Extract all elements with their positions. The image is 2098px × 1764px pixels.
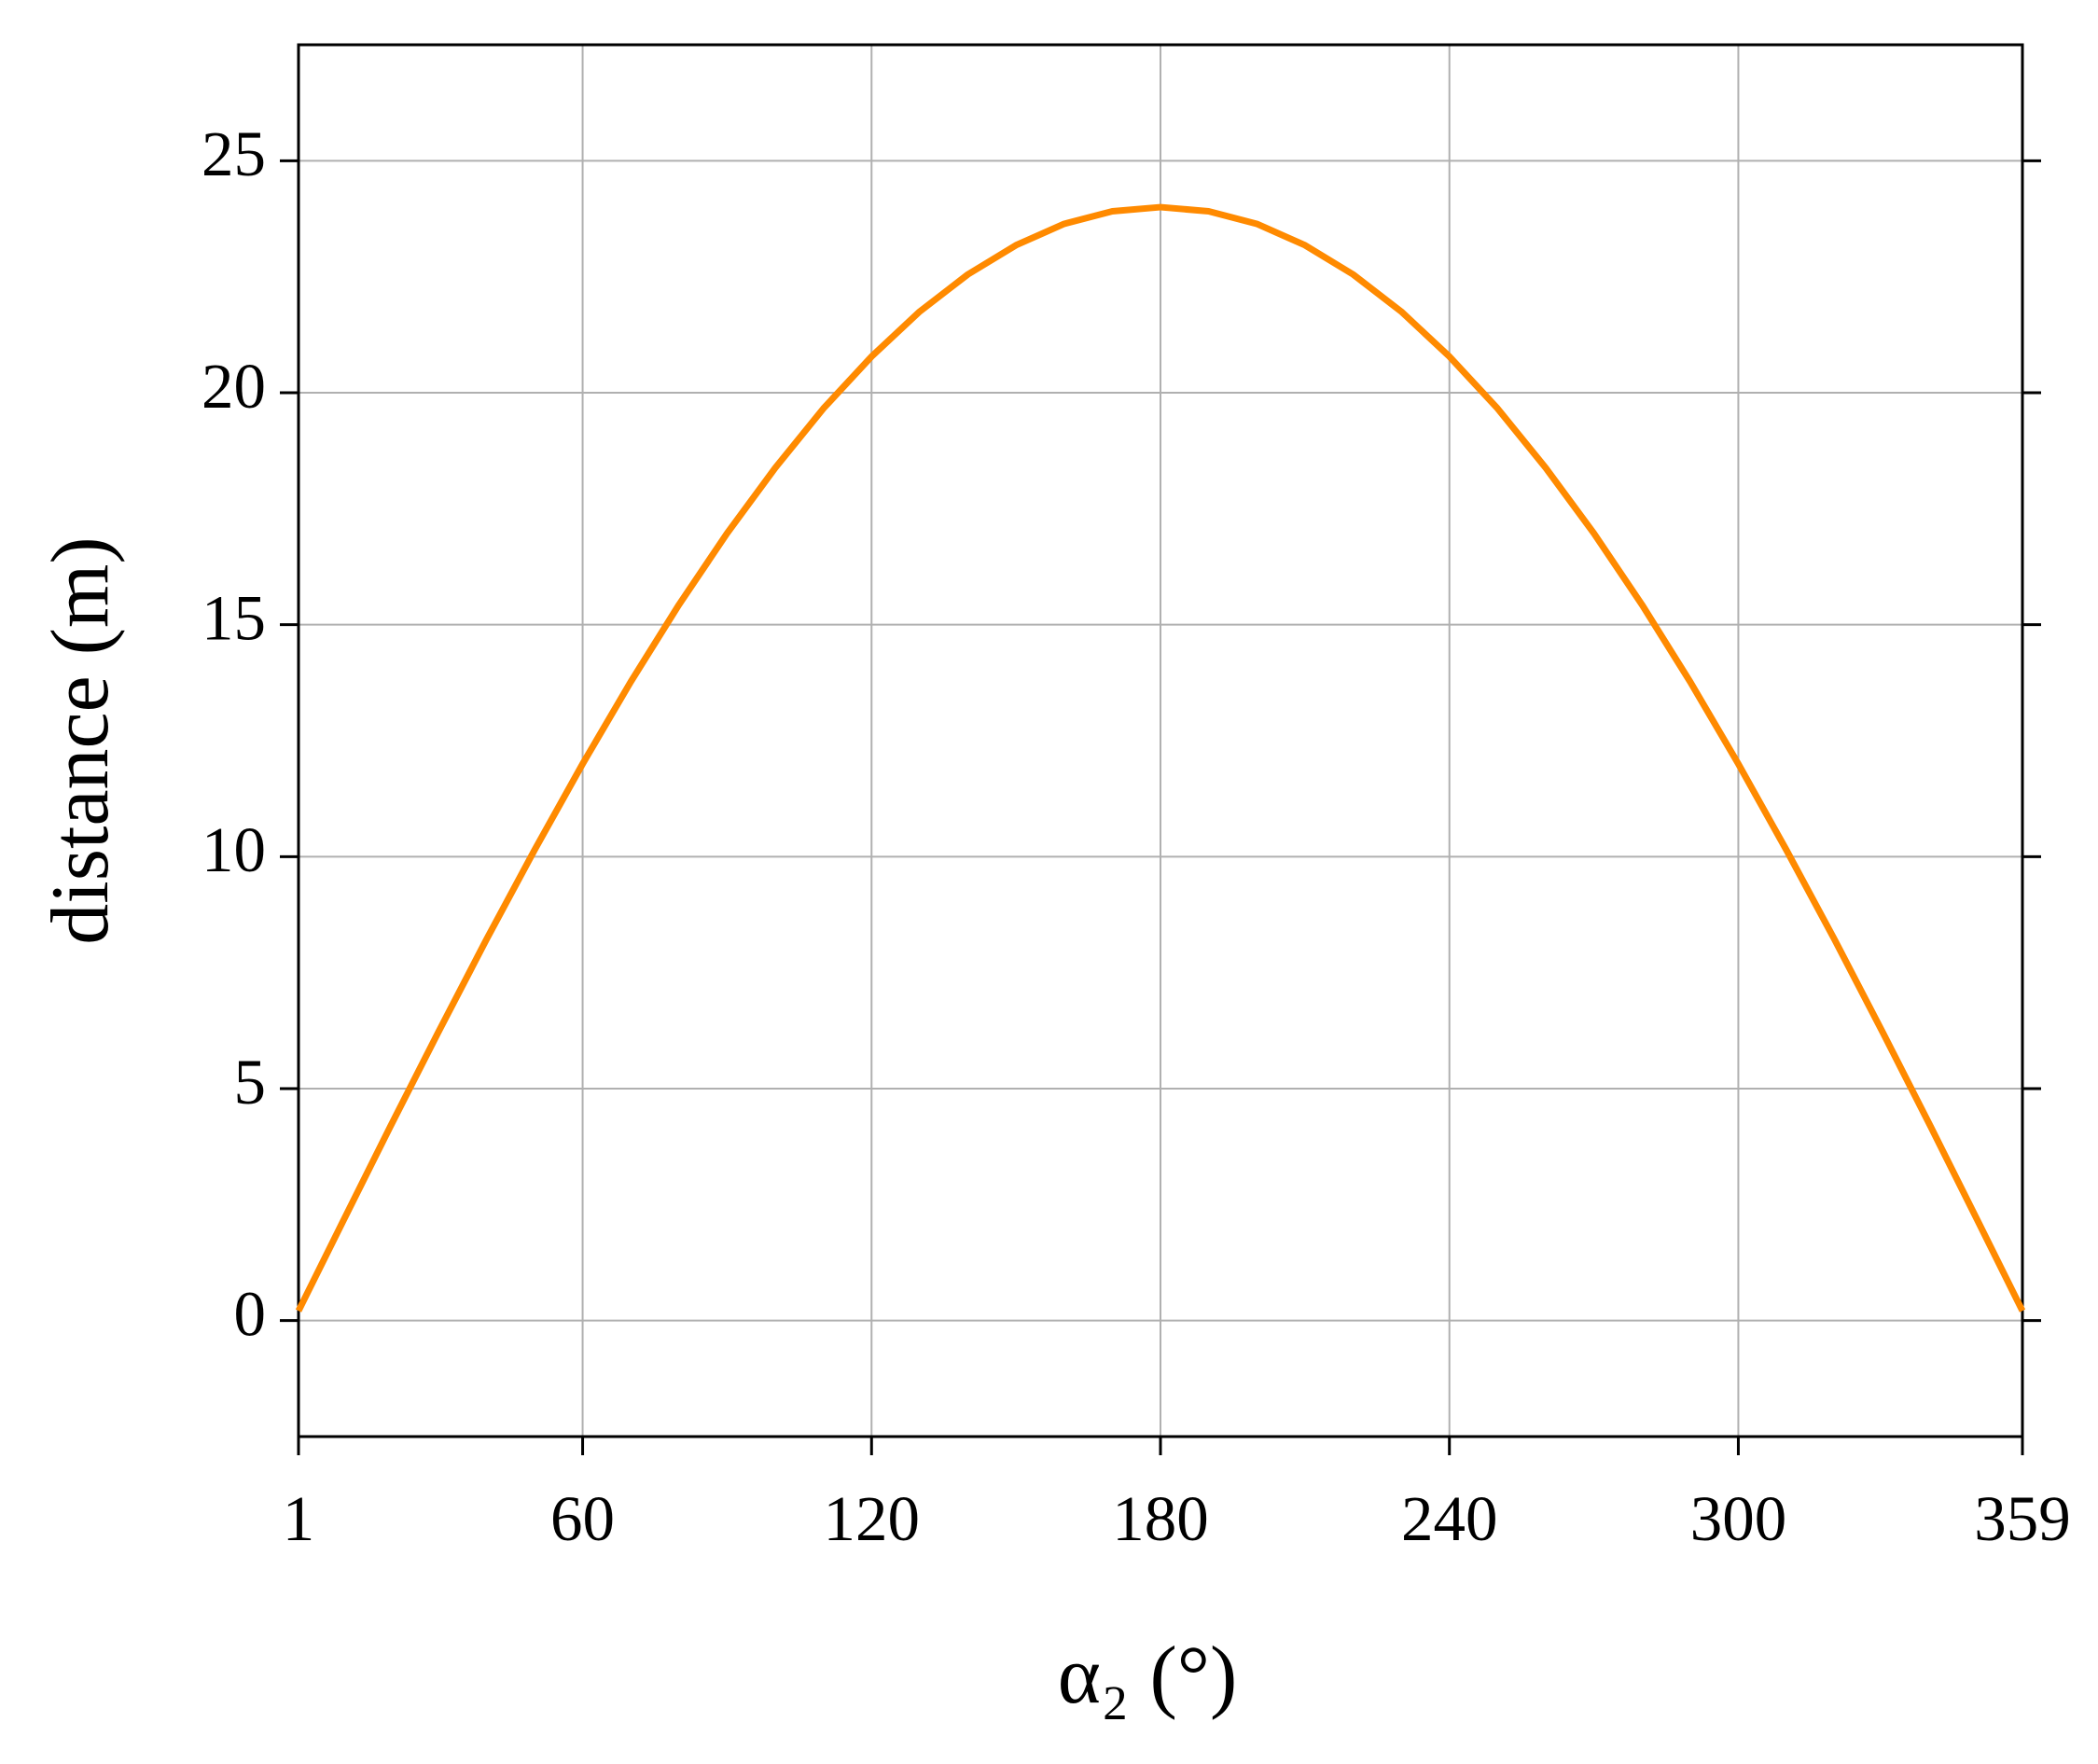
y-tick-label: 20 — [201, 351, 266, 422]
y-tick-label: 0 — [234, 1278, 267, 1349]
y-tick-label: 15 — [201, 582, 266, 653]
x-tick-label: 300 — [1690, 1483, 1787, 1554]
x-tick-label: 359 — [1974, 1483, 2071, 1554]
x-tick-label: 60 — [550, 1483, 615, 1554]
y-tick-label: 10 — [201, 814, 266, 885]
plot-frame — [297, 43, 2024, 1438]
y-axis-label: distance (m) — [35, 536, 126, 944]
x-tick-label: 240 — [1401, 1483, 1498, 1554]
x-tick-label: 180 — [1112, 1483, 1209, 1554]
line-series — [295, 203, 2026, 1313]
x-tick-label: 120 — [824, 1483, 921, 1554]
y-tick-label: 25 — [201, 118, 266, 189]
x-axis-label: α₂ (°) — [1058, 1631, 1238, 1721]
y-tick-label: 5 — [234, 1047, 267, 1118]
x-tick-label: 1 — [283, 1483, 315, 1554]
